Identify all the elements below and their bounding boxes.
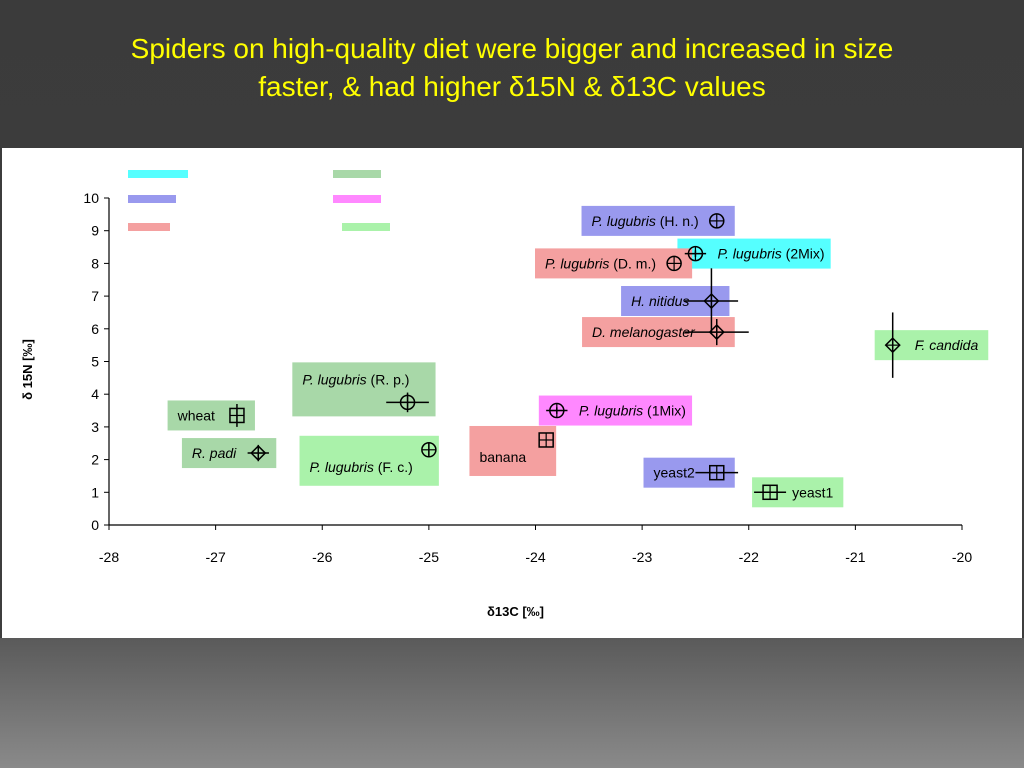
slide-footer-band — [0, 638, 1024, 768]
point-label: F. candida — [915, 337, 979, 353]
point-label: R. padi — [192, 445, 237, 461]
label-box — [299, 435, 439, 486]
point-label: P. lugubris (D. m.) — [545, 255, 656, 271]
legend-swatch-green — [333, 170, 381, 178]
y-tick-label: 3 — [91, 419, 99, 435]
y-tick-label: 2 — [91, 452, 99, 468]
data-point — [754, 484, 787, 501]
point-label: P. lugubris (F. c.) — [310, 459, 413, 475]
legend-swatch-light_green — [342, 223, 390, 231]
y-tick-label: 5 — [91, 354, 99, 370]
x-tick-label: -23 — [632, 549, 652, 565]
legend-swatch-cyan — [128, 170, 188, 178]
point-label: wheat — [177, 407, 215, 423]
data-point — [421, 442, 437, 458]
x-axis-label: δ13C [‰] — [487, 604, 544, 619]
legend-swatch-red — [128, 223, 170, 231]
point-label: H. nitidus — [631, 293, 689, 309]
data-point — [684, 245, 707, 262]
data-point — [386, 392, 429, 413]
y-tick-label: 0 — [91, 517, 99, 533]
x-tick-label: -20 — [952, 549, 972, 565]
y-axis-label: δ 15N [‰] — [20, 339, 35, 400]
data-markers — [229, 213, 901, 501]
data-point — [666, 255, 682, 272]
x-tick-label: -25 — [419, 549, 439, 565]
legend-swatch-blue — [128, 195, 176, 203]
data-point — [247, 444, 269, 462]
y-tick-label: 7 — [91, 288, 99, 304]
point-label: P. lugubris (R. p.) — [302, 371, 409, 387]
x-tick-label: -22 — [739, 549, 759, 565]
x-tick-label: -28 — [99, 549, 119, 565]
point-label: P. lugubris (2Mix) — [717, 246, 824, 262]
chart-panel: 0 1 2 3 4 5 6 7 8 9 10 -28 -27 -26 -25 -24 -23 -22 -21 -20 δ… — [2, 148, 1022, 638]
y-tick-label: 6 — [91, 321, 99, 337]
y-tick-label: 1 — [91, 484, 99, 500]
data-point — [684, 318, 749, 346]
label-box — [469, 425, 557, 476]
data-point — [684, 268, 739, 334]
y-tick-label: 9 — [91, 223, 99, 239]
point-label: P. lugubris (1Mix) — [579, 403, 686, 419]
label-box — [535, 248, 693, 279]
legend-swatch-magenta — [333, 195, 381, 203]
x-tick-label: -26 — [312, 549, 332, 565]
y-tick-label: 8 — [91, 255, 99, 271]
y-tick-label: 10 — [83, 190, 99, 206]
data-point — [229, 404, 245, 427]
point-label: banana — [479, 449, 526, 465]
data-point — [884, 312, 901, 378]
scatter-chart: 0 1 2 3 4 5 6 7 8 9 10 -28 -27 -26 -25 -24 -23 -22 -21 -20 δ… — [20, 170, 989, 619]
point-label: yeast2 — [654, 465, 695, 481]
slide-title: Spiders on high-quality diet were bigger… — [0, 30, 1024, 106]
point-label: D. melanogaster — [592, 324, 696, 340]
x-tick-label: -21 — [845, 549, 865, 565]
label-boxes: wheat R. padi P. lugubris (R. p.) P. lugubr… — [167, 205, 989, 508]
data-point — [546, 402, 568, 419]
data-point — [538, 432, 554, 448]
data-point — [709, 213, 725, 229]
point-label: P. lugubris (H. n.) — [592, 213, 699, 229]
data-point — [695, 464, 739, 481]
point-label: yeast1 — [792, 484, 833, 500]
y-tick-label: 4 — [91, 386, 99, 402]
x-tick-label: -24 — [525, 549, 545, 565]
x-tick-label: -27 — [206, 549, 226, 565]
slide-title-line-1: Spiders on high-quality diet were bigger… — [130, 33, 894, 64]
slide-title-line-2: faster, & had higher δ15N & δ13C values — [258, 70, 766, 102]
